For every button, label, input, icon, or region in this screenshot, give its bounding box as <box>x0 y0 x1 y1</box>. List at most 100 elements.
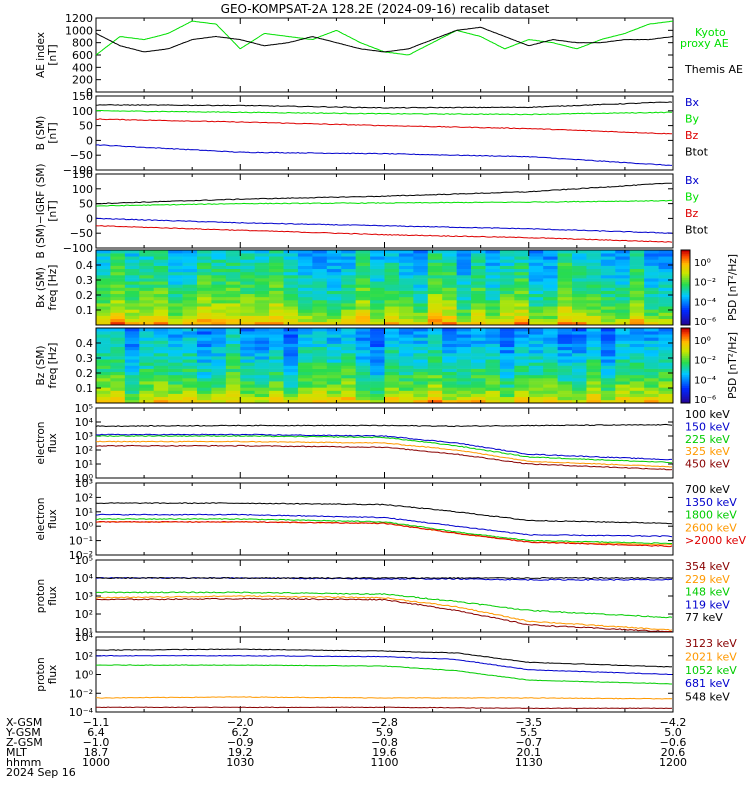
heatmap-cell <box>139 265 155 270</box>
heatmap-cell <box>499 331 515 335</box>
colorbar-cell <box>681 274 690 277</box>
heatmap-cell <box>326 287 342 291</box>
heatmap-cell <box>196 278 212 282</box>
heatmap-cell <box>499 268 515 273</box>
heatmap-cell <box>312 334 328 338</box>
series-line <box>95 217 673 234</box>
heatmap-cell <box>499 309 515 313</box>
y-axis-label: AE index <box>35 32 47 78</box>
heatmap-cell <box>312 321 328 326</box>
heatmap-cell <box>485 393 501 398</box>
heatmap-cell <box>283 359 299 363</box>
heatmap-cell <box>326 396 342 401</box>
heatmap-cell <box>514 287 530 291</box>
heatmap-cell <box>341 284 356 288</box>
heatmap-cell <box>370 359 385 363</box>
series-line <box>96 664 672 685</box>
heatmap-cell <box>96 278 111 282</box>
heatmap-cell <box>312 262 328 266</box>
heatmap-cell <box>211 278 227 282</box>
heatmap-cell <box>572 315 587 320</box>
heatmap-cell <box>139 346 155 351</box>
heatmap-cell <box>196 340 212 344</box>
heatmap-cell <box>326 306 342 310</box>
heatmap-cell <box>254 331 270 335</box>
heatmap-cell <box>370 296 385 301</box>
heatmap-cell <box>297 393 313 398</box>
heatmap-cell <box>586 306 602 310</box>
colorbar-cell <box>681 365 690 368</box>
heatmap-cell <box>312 278 328 282</box>
heatmap-cell <box>427 300 443 304</box>
heatmap-cell <box>312 306 328 310</box>
heatmap-cell <box>543 259 558 263</box>
colorbar-cell <box>681 352 690 355</box>
heatmap-cell <box>312 365 328 369</box>
heatmap-cell <box>456 331 472 335</box>
heatmap-cell <box>153 384 169 388</box>
heatmap-cell <box>629 318 645 323</box>
heatmap-cell <box>168 331 183 335</box>
heatmap-cell <box>413 300 429 304</box>
heatmap-cell <box>211 296 227 301</box>
heatmap-cell <box>355 374 371 379</box>
heatmap-cell <box>326 278 342 282</box>
heatmap-cell <box>499 250 515 254</box>
heatmap-cell <box>471 265 486 270</box>
heatmap-cell <box>240 306 255 310</box>
heatmap-cell <box>168 275 183 279</box>
heatmap-cell <box>413 399 429 404</box>
heatmap-cell <box>139 399 155 404</box>
heatmap-cell <box>297 374 313 379</box>
heatmap-cell <box>384 312 400 316</box>
heatmap-cell <box>297 384 313 388</box>
heatmap-cell <box>528 275 544 279</box>
heatmap-cell <box>543 359 558 363</box>
chart-panel-4: 0.10.20.30.4Bx (SM) freq [Hz]10⁰10⁻²10⁻⁴1… <box>35 249 739 328</box>
y-tick-label: 10⁴ <box>75 416 94 429</box>
heatmap-cell <box>586 353 602 357</box>
heatmap-cell <box>600 365 616 369</box>
heatmap-cell <box>326 300 342 304</box>
heatmap-cell <box>644 306 659 310</box>
heatmap-cell <box>196 321 212 326</box>
heatmap-cell <box>514 387 530 391</box>
heatmap-cell <box>586 315 602 320</box>
heatmap-cell <box>557 343 573 348</box>
heatmap-cell <box>254 312 270 316</box>
heatmap-cell <box>153 321 169 326</box>
orbit-value: 20.1 <box>517 746 542 759</box>
heatmap-cell <box>254 390 270 394</box>
heatmap-cell <box>557 374 573 379</box>
heatmap-cell <box>110 328 126 332</box>
heatmap-cell <box>471 340 486 344</box>
heatmap-cell <box>341 387 356 391</box>
heatmap-cell <box>644 356 659 360</box>
heatmap-cell <box>644 268 659 273</box>
heatmap-cell <box>240 315 255 320</box>
heatmap-cell <box>485 290 501 295</box>
date-label: 2024 Sep 16 <box>6 766 76 779</box>
heatmap-cell <box>110 271 126 276</box>
heatmap-cell <box>182 284 198 288</box>
heatmap-cell <box>557 312 573 316</box>
heatmap-cell <box>96 349 111 354</box>
y-tick-label: 100 <box>72 105 93 118</box>
heatmap-cell <box>629 275 645 279</box>
heatmap-cell <box>240 393 255 398</box>
heatmap-cell <box>225 343 241 348</box>
colorbar-tick-label: 10⁻⁴ <box>694 375 716 386</box>
heatmap-cell <box>543 331 558 335</box>
heatmap-cell <box>124 396 140 401</box>
heatmap-cell <box>312 368 328 373</box>
heatmap-cell <box>615 262 631 266</box>
heatmap-cell <box>370 265 385 270</box>
heatmap-cell <box>283 271 299 276</box>
heatmap-cell <box>182 287 198 291</box>
heatmap-cell <box>139 293 155 298</box>
colorbar-tick-label: 10⁻² <box>694 356 716 367</box>
heatmap-cell <box>196 284 212 288</box>
heatmap-cell <box>442 256 457 260</box>
heatmap-cell <box>413 343 429 348</box>
heatmap-cell <box>254 306 270 310</box>
